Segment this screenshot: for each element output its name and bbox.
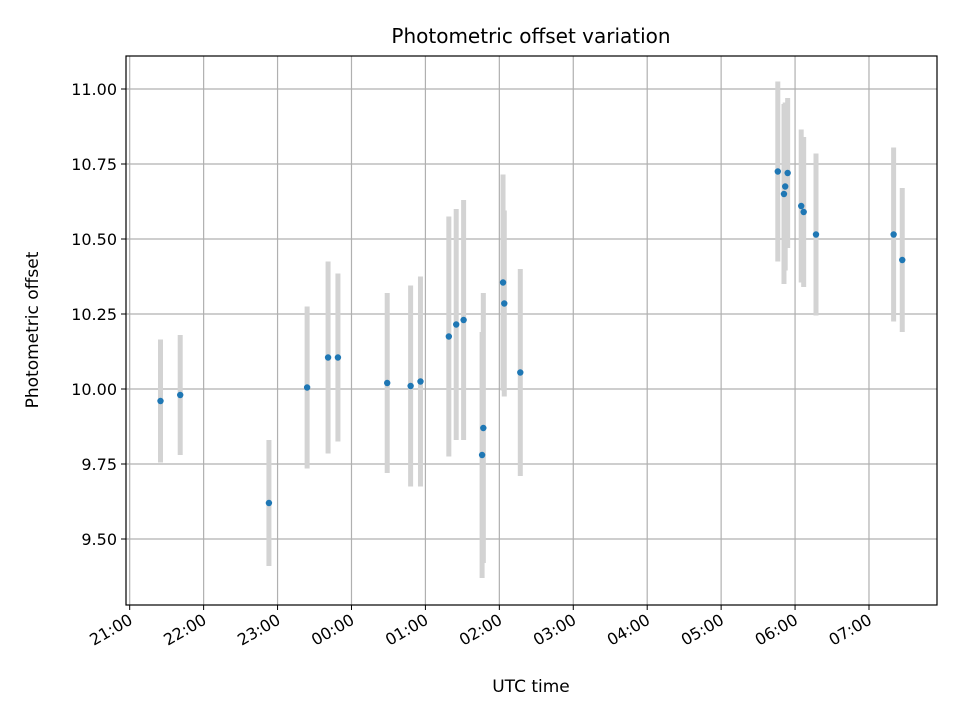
data-point — [407, 382, 414, 390]
data-points — [157, 168, 906, 507]
data-point — [384, 379, 391, 387]
data-point — [265, 499, 273, 507]
y-tick-label: 10.25 — [71, 305, 117, 324]
y-tick-label: 10.75 — [71, 155, 117, 174]
data-point — [478, 451, 486, 459]
data-point — [303, 384, 311, 391]
data-point — [798, 202, 805, 210]
data-point — [501, 300, 508, 307]
data-point — [334, 354, 342, 361]
data-point — [324, 354, 332, 361]
data-point — [781, 183, 789, 190]
y-axis-label: Photometric offset — [23, 251, 43, 408]
data-point — [800, 208, 807, 216]
data-point — [774, 168, 782, 175]
y-tick-label: 11.00 — [71, 80, 117, 99]
data-point — [480, 424, 487, 432]
y-axis: 9.50 9.75 10.00 10.25 10.50 10.75 11.00 — [71, 80, 126, 549]
data-point — [780, 190, 788, 198]
data-point — [157, 397, 164, 405]
y-tick-label: 10.50 — [71, 230, 117, 249]
data-point — [417, 378, 424, 385]
y-tick-label: 9.50 — [81, 530, 117, 549]
data-point — [460, 316, 467, 324]
data-point — [890, 231, 897, 238]
data-point — [177, 391, 184, 399]
data-point — [899, 256, 906, 264]
y-tick-label: 10.00 — [71, 380, 117, 399]
data-point — [445, 333, 453, 340]
data-point — [453, 321, 460, 328]
plot-frame — [125, 55, 938, 606]
grid — [126, 56, 937, 605]
data-point — [499, 279, 507, 286]
data-point — [812, 231, 820, 238]
y-tick-label: 9.75 — [81, 455, 117, 474]
data-point — [784, 169, 791, 177]
chart-title: Photometric offset variation — [391, 24, 670, 48]
data-point — [517, 369, 524, 376]
x-axis-label: UTC time — [492, 677, 570, 697]
